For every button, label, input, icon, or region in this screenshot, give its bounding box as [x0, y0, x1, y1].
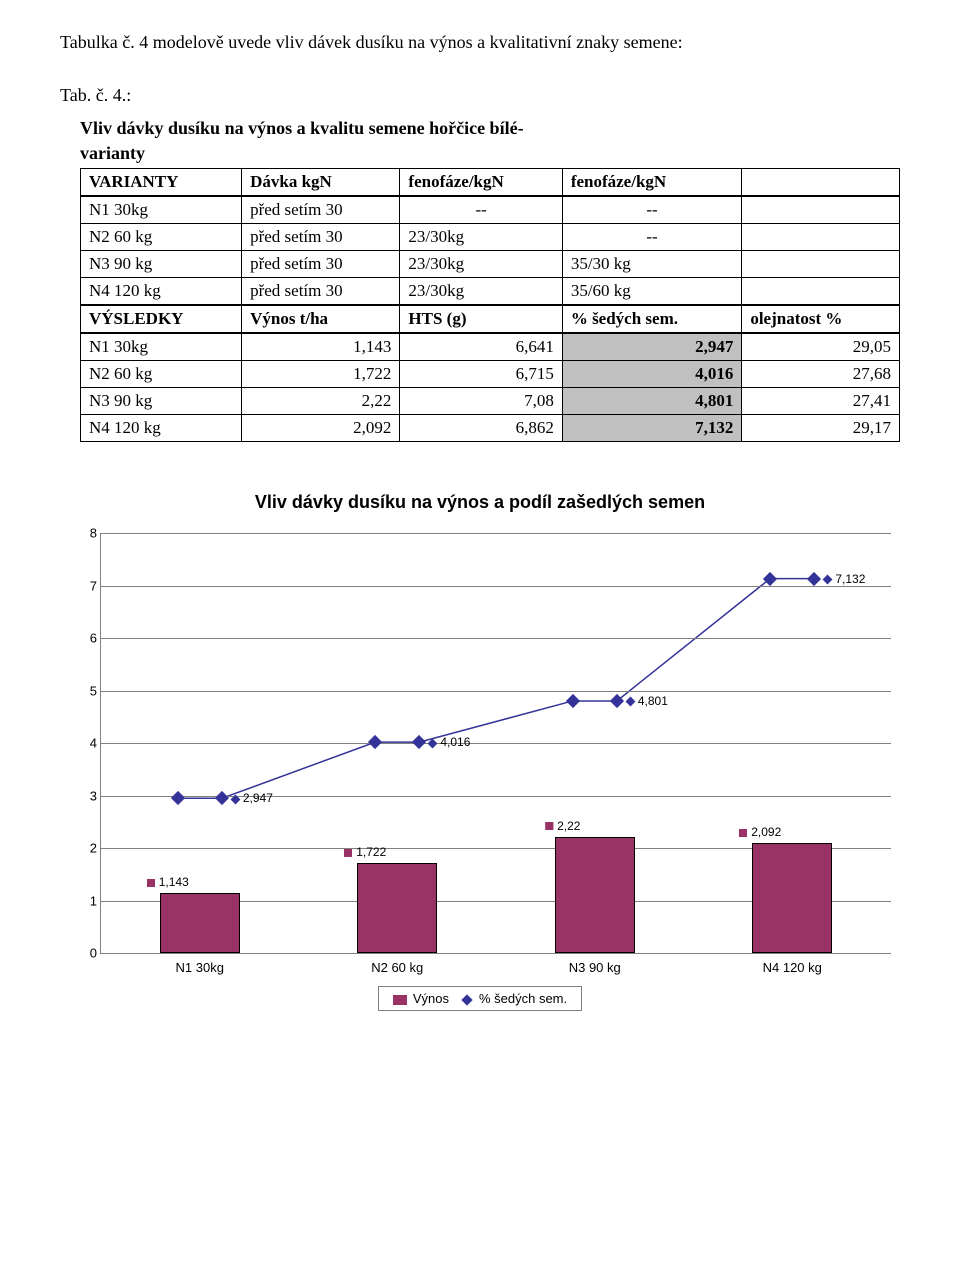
chart-line-marker	[412, 735, 426, 749]
chart-bar	[555, 837, 635, 954]
chart-ytick: 7	[79, 578, 97, 593]
h3: fenofáze/kgN	[400, 169, 562, 197]
table-row: N1 30kg1,1436,6412,94729,05	[81, 333, 900, 361]
h2: Dávka kgN	[242, 169, 400, 197]
chart-gridline	[101, 586, 891, 587]
h4: fenofáze/kgN	[562, 169, 742, 197]
table-header-row-2: VÝSLEDKY Výnos t/ha HTS (g) % šedých sem…	[81, 305, 900, 333]
chart-bar-label: 2,092	[739, 825, 781, 839]
table-row: N4 120 kgpřed setím 3023/30kg35/60 kg	[81, 278, 900, 306]
point-swatch-icon	[461, 994, 472, 1005]
chart-bar-label: 1,722	[344, 845, 386, 859]
table-row: N2 60 kg1,7226,7154,01627,68	[81, 361, 900, 388]
bar-swatch-icon	[393, 995, 407, 1005]
legend-item-line: % šedých sem.	[463, 991, 567, 1006]
chart-line-label: 4,801	[627, 694, 668, 708]
intro-text: Tabulka č. 4 modelově uvede vliv dávek d…	[60, 30, 900, 55]
chart-bar-label: 1,143	[147, 875, 189, 889]
table-row: N1 30kgpřed setím 30----	[81, 196, 900, 224]
chart-gridline	[101, 533, 891, 534]
h1: VARIANTY	[81, 169, 242, 197]
table-row: N3 90 kg2,227,084,80127,41	[81, 388, 900, 415]
chart-line-label: 4,016	[429, 735, 470, 749]
chart-line-label: 2,947	[232, 791, 273, 805]
chart-gridline	[101, 638, 891, 639]
chart-xlabel: N2 60 kg	[371, 960, 423, 975]
chart-legend: Výnos % šedých sem.	[378, 986, 582, 1011]
chart-ytick: 0	[79, 946, 97, 961]
chart-line-path	[178, 579, 815, 799]
table-title-line1: Vliv dávky dusíku na výnos a kvalitu sem…	[80, 118, 900, 139]
table-number: Tab. č. 4.:	[60, 85, 900, 106]
chart-line-marker	[807, 572, 821, 586]
chart-line-label: 7,132	[824, 572, 865, 586]
table-title-line2: varianty	[80, 143, 900, 164]
chart-line-marker	[763, 572, 777, 586]
table-header-row-1: VARIANTY Dávka kgN fenofáze/kgN fenofáze…	[81, 169, 900, 197]
chart-ytick: 2	[79, 841, 97, 856]
chart-ytick: 5	[79, 683, 97, 698]
chart-title: Vliv dávky dusíku na výnos a podíl zašed…	[60, 492, 900, 513]
data-table: VARIANTY Dávka kgN fenofáze/kgN fenofáze…	[80, 168, 900, 442]
chart-bar	[752, 843, 832, 953]
chart-bar-label: 2,22	[545, 819, 580, 833]
chart-line-marker	[610, 694, 624, 708]
chart-gridline	[101, 743, 891, 744]
h5	[742, 169, 900, 197]
chart-xlabel: N1 30kg	[176, 960, 224, 975]
table-row: N2 60 kgpřed setím 3023/30kg--	[81, 224, 900, 251]
legend-item-bar: Výnos	[393, 991, 449, 1006]
chart-xlabel: N4 120 kg	[763, 960, 822, 975]
chart-gridline	[101, 691, 891, 692]
table-row: N3 90 kgpřed setím 3023/30kg35/30 kg	[81, 251, 900, 278]
chart-plot-area: 0123456781,143N1 30kg1,722N2 60 kg2,22N3…	[100, 533, 891, 954]
table-row: N4 120 kg2,0926,8627,13229,17	[81, 415, 900, 442]
chart-ytick: 4	[79, 736, 97, 751]
chart-line-marker	[215, 791, 229, 805]
chart-ytick: 1	[79, 893, 97, 908]
chart-bar	[160, 893, 240, 953]
chart-line-marker	[566, 694, 580, 708]
chart-ytick: 3	[79, 788, 97, 803]
chart-bar	[357, 863, 437, 953]
chart-line-marker	[368, 735, 382, 749]
chart-line-marker	[171, 791, 185, 805]
chart: Vliv dávky dusíku na výnos a podíl zašed…	[60, 492, 900, 1011]
chart-ytick: 6	[79, 631, 97, 646]
chart-xlabel: N3 90 kg	[569, 960, 621, 975]
chart-ytick: 8	[79, 526, 97, 541]
